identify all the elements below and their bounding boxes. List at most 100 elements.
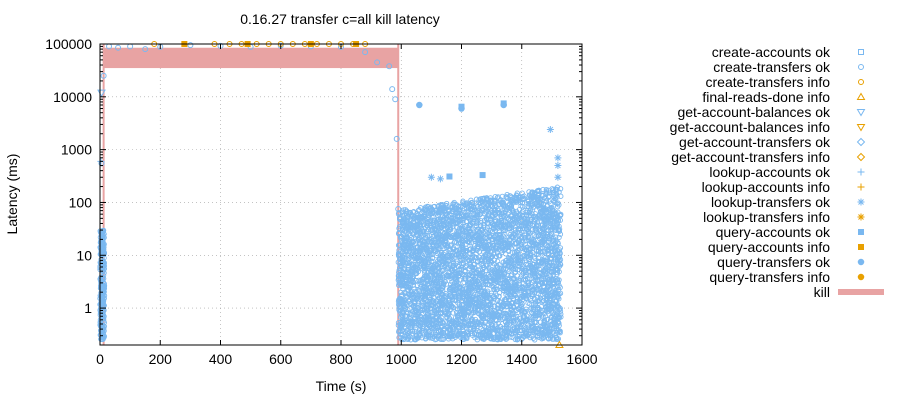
legend-marker (857, 258, 865, 266)
dense-point (439, 299, 445, 305)
dense-point (468, 199, 475, 206)
dense-point (396, 328, 402, 334)
dense-point (556, 254, 562, 260)
dense-point (463, 255, 469, 261)
dense-point (397, 298, 403, 304)
dense-point (499, 328, 505, 334)
dense-point (460, 198, 466, 204)
y-tick-label: 10000 (53, 89, 92, 105)
dense-point (399, 243, 405, 249)
legend-label: query-accounts ok (716, 224, 831, 240)
dense-point (525, 324, 532, 330)
dense-point (542, 266, 548, 273)
x-tick-label: 1400 (506, 351, 537, 367)
dense-point (480, 284, 487, 290)
dense-point (415, 268, 422, 275)
data-point (500, 101, 507, 109)
dense-point (460, 293, 467, 300)
dense-point (536, 297, 542, 304)
dense-point (444, 242, 450, 249)
dense-point (405, 298, 412, 304)
dense-point (425, 254, 431, 260)
dense-point (442, 262, 449, 268)
dense-point (424, 311, 431, 318)
dense-point (533, 283, 539, 289)
dense-point (475, 332, 482, 338)
legend-entry: lookup-transfers info (703, 209, 865, 225)
dense-point (430, 314, 436, 320)
dense-point (548, 230, 554, 237)
dense-point (456, 272, 462, 278)
dense-point (523, 237, 530, 244)
dense-point (408, 211, 415, 218)
dense-point (407, 268, 414, 274)
dense-point (413, 333, 419, 339)
dense-point (446, 208, 452, 214)
dense-point (536, 306, 543, 312)
dense-point (469, 316, 476, 323)
dense-point (485, 213, 491, 219)
dense-point (475, 286, 481, 293)
dense-point (526, 270, 532, 276)
dense-point (477, 301, 483, 307)
dense-point (556, 234, 562, 241)
dense-point (537, 312, 543, 318)
dense-point (467, 221, 474, 228)
dense-point (501, 296, 508, 303)
dense-point (522, 203, 528, 209)
data-point (458, 105, 465, 112)
dense-point (513, 195, 520, 201)
dense-point (482, 243, 489, 249)
dense-point (424, 278, 430, 284)
dense-point (457, 291, 463, 297)
dense-point (532, 241, 539, 247)
dense-point (532, 211, 538, 217)
dense-point (424, 203, 430, 210)
chart-title: 0.16.27 transfer c=all kill latency (240, 11, 440, 27)
dense-point (522, 234, 528, 241)
dense-point (453, 298, 459, 304)
dense-point (484, 275, 490, 282)
dense-point (422, 283, 428, 289)
dense-point (405, 252, 411, 258)
dense-point (555, 200, 561, 206)
dense-point (540, 216, 546, 222)
dense-point (456, 208, 463, 214)
dense-point (458, 236, 465, 242)
dense-point (504, 215, 510, 221)
legend-entry: kill (814, 284, 884, 300)
dense-point (101, 335, 107, 341)
dense-point (101, 275, 107, 282)
dense-point (438, 207, 445, 214)
dense-point (475, 310, 481, 317)
dense-point (549, 266, 555, 272)
dense-point (480, 335, 486, 342)
dense-point (415, 230, 421, 236)
dense-point (443, 281, 450, 287)
dense-point (547, 335, 554, 341)
dense-point (443, 310, 449, 317)
dense-point (458, 266, 464, 272)
dense-point (512, 230, 518, 236)
dense-point (500, 304, 506, 310)
dense-point (497, 315, 504, 321)
dense-point (452, 280, 458, 286)
dense-point (398, 312, 405, 318)
dense-point (494, 265, 501, 271)
dense-point (447, 334, 453, 340)
dense-point (461, 215, 467, 222)
dense-point (493, 224, 499, 231)
dense-point (448, 267, 455, 273)
dense-point (545, 306, 551, 313)
kill-bar (103, 47, 399, 69)
legend-entry: get-account-balances info (670, 119, 866, 135)
dense-point (416, 287, 422, 294)
y-tick-label: 1000 (61, 142, 92, 158)
dense-point (481, 265, 487, 271)
dense-point (417, 238, 423, 244)
dense-point (518, 223, 524, 229)
dense-point (557, 290, 564, 296)
dense-point (553, 214, 559, 220)
dense-point (544, 190, 550, 196)
